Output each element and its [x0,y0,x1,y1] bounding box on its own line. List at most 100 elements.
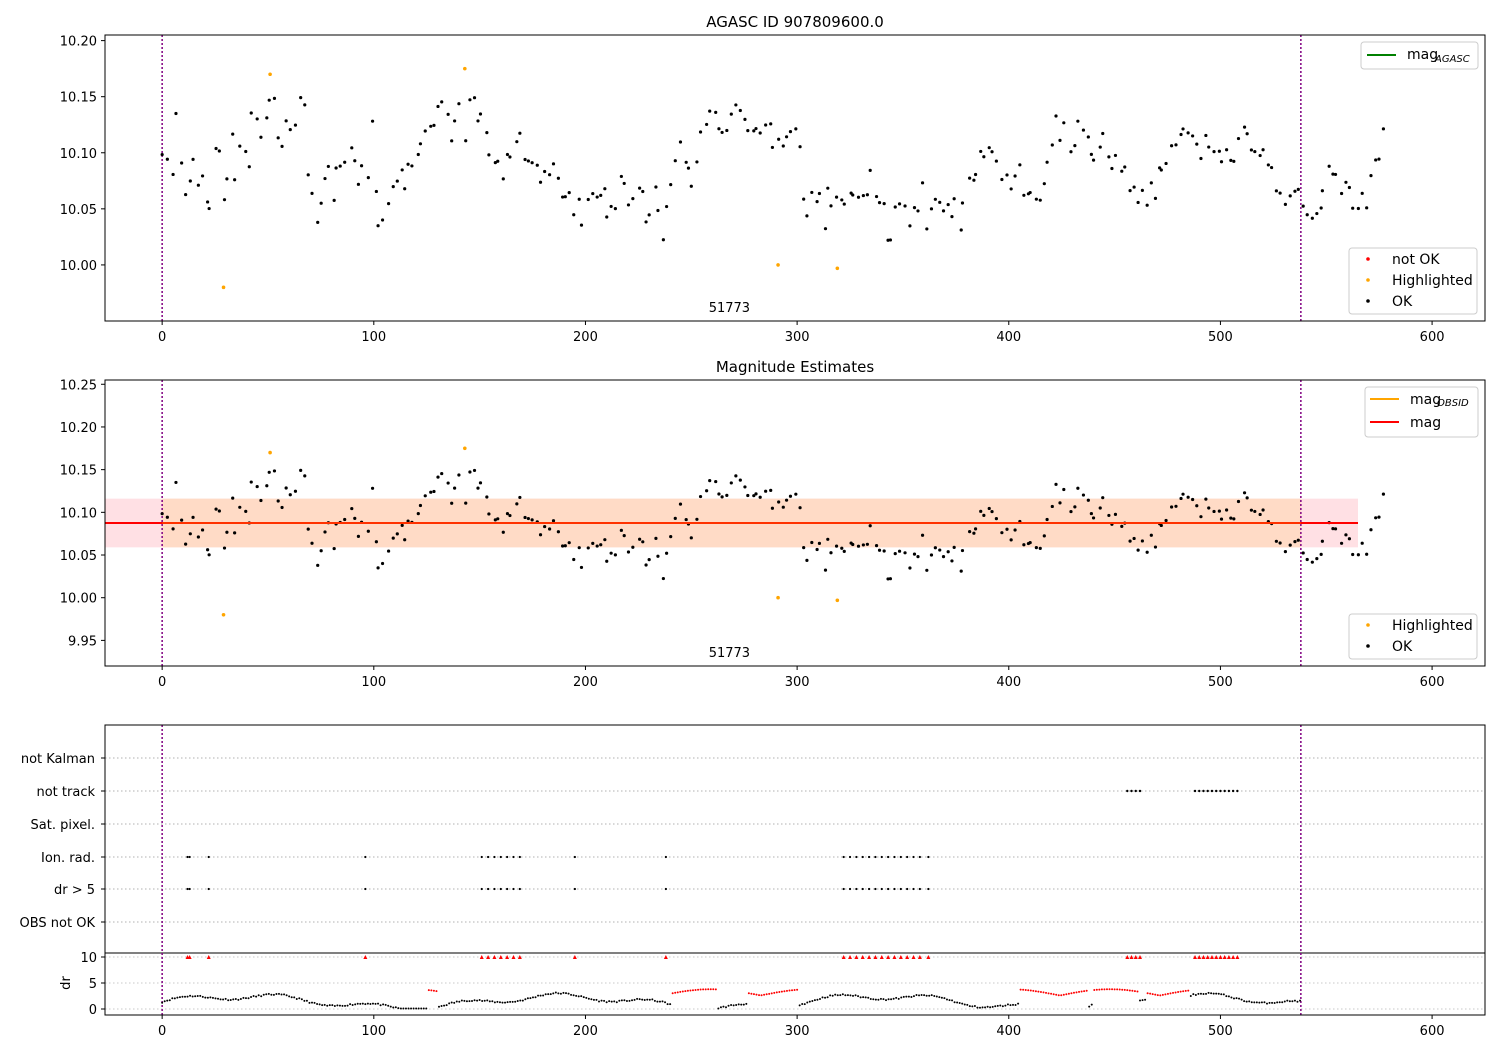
ok-point [1136,200,1140,205]
dr-point [1012,1003,1015,1006]
ok-point [1199,156,1203,161]
dr-outlier-marker [1197,955,1202,959]
ok-point [1073,144,1077,148]
obsid-label: 51773 [709,301,750,316]
flag-category-label: dr > 5 [54,883,95,898]
ok-point [276,499,280,503]
ok-point [1076,119,1080,123]
dr-gt-5-marker [207,887,210,891]
dr-point [725,1006,727,1009]
dr-point [1283,1000,1286,1003]
ok-point [319,549,323,553]
dr-point [1265,1002,1268,1005]
dr-point [1187,989,1190,992]
dr-point [783,990,786,993]
dr-point [681,990,684,993]
ok-point [391,536,395,540]
dr-point [1126,989,1129,992]
dr-point [1212,992,1215,995]
legend-marker [1366,644,1370,648]
dr-point [1291,1000,1294,1003]
ok-point [1274,539,1278,543]
ok-point [1347,185,1351,190]
ok-point [332,546,336,551]
ok-point [1374,516,1378,520]
ok-point [823,568,828,572]
ok-point [515,502,519,506]
ok-point [990,509,994,514]
dr-point [171,997,174,1000]
ok-point [356,182,361,186]
ok-point [416,512,420,516]
ok-point [794,492,798,496]
ok-point [501,530,505,534]
ok-point [1261,148,1265,152]
ok-point [619,528,623,532]
ok-point [338,164,342,168]
dr-point [277,992,280,995]
ok-point [1365,206,1369,210]
dr-point [1225,995,1228,998]
ok-point [1034,197,1038,201]
ok-point [265,484,269,488]
not-track-marker [1219,789,1222,793]
ok-point [1310,216,1314,220]
dr-point [191,995,194,998]
dr-point [651,998,654,1001]
dr-point [432,989,435,992]
ion-rad-marker [188,855,191,859]
dr-gt-5-marker [861,887,864,891]
ok-point [678,140,683,144]
ok-point [641,189,645,194]
dr-point [1118,988,1121,991]
ok-point [1331,172,1335,176]
dr-point [338,1004,341,1007]
dr-point [1083,990,1086,993]
highlighted-point [835,266,840,271]
dr-point [514,1000,517,1003]
dr-point [498,1001,501,1004]
dr-point [798,1004,801,1007]
ok-point [603,538,607,542]
ok-point [1091,158,1096,162]
ok-point [1369,174,1373,178]
dr-point [194,995,197,998]
dr-point [996,1004,999,1007]
dr-point [900,996,903,999]
ok-point [418,142,423,146]
not-track-marker [1223,789,1226,793]
ok-point [1005,173,1009,177]
ok-point [1000,177,1004,182]
ok-point [1365,552,1369,556]
ion-rad-marker [486,855,490,859]
ok-point [717,127,721,131]
dr-gt-5-marker [912,887,915,891]
ok-point [174,480,178,485]
ok-point [366,529,370,533]
ok-point [946,202,950,207]
ok-point [160,152,164,157]
panel-agasc: AGASC ID 907809600.0 10.00 10.05 10.10 10.15… [60,13,1486,345]
dr-point [882,998,885,1001]
not-track-marker [1210,789,1214,793]
ok-point [823,227,828,231]
ok-point [665,204,669,209]
ok-point [1120,169,1124,173]
ok-point [1062,121,1066,125]
ok-point [622,181,626,186]
dr-point [539,994,542,997]
dr-outlier-marker [1222,955,1227,959]
dr-point [478,999,481,1002]
ok-point [1219,517,1224,521]
dr-point [1202,993,1205,996]
dr-point [311,1001,313,1004]
ok-point [644,563,648,567]
dr-point [1090,1003,1093,1006]
y-tick-label: 10.15 [60,91,97,106]
ok-point [1050,504,1054,509]
ion-rad-marker [874,855,877,859]
ok-point [1207,506,1211,510]
dr-point [890,998,893,1001]
dr-point [1286,999,1289,1002]
x-tick-label: 200 [573,330,598,345]
